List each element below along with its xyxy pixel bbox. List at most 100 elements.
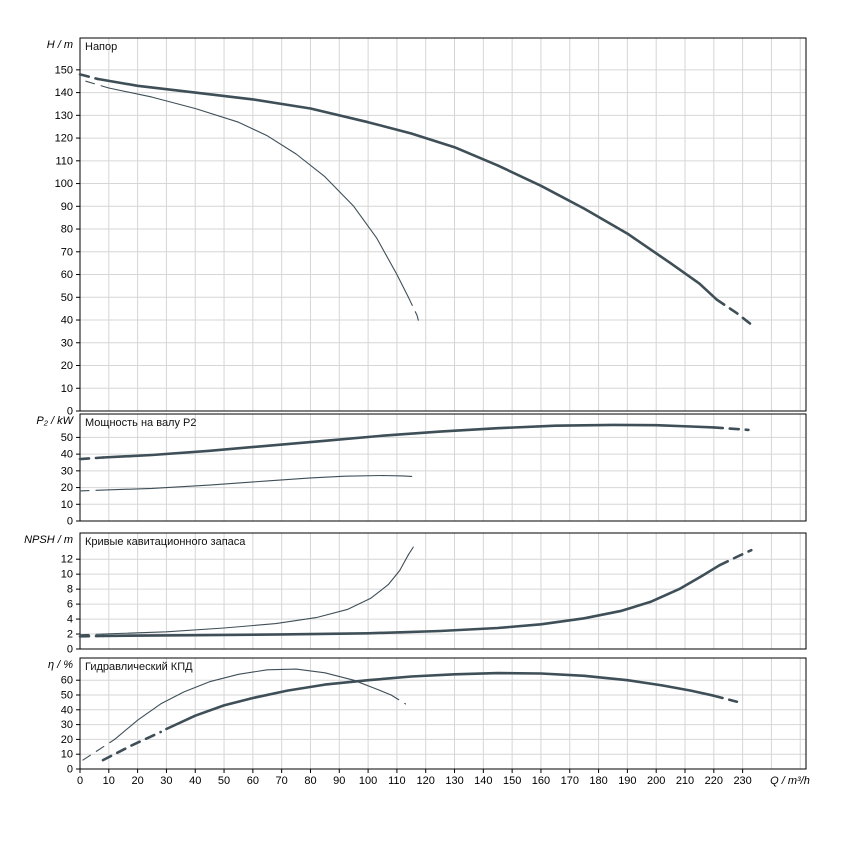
panel-npsh: 0 2 4 6 8 10 12 NPSH / m Кривые кавитационного з… — [24, 532, 807, 656]
curve-npsh-secondary — [102, 554, 409, 635]
y-tick-label: 30 — [61, 337, 73, 349]
x-tick-label: 170 — [561, 775, 579, 787]
x-tick-label: 160 — [532, 775, 550, 787]
x-tick-label: 120 — [417, 775, 435, 787]
curve-efficiency-secondary-extrapolated — [82, 738, 116, 761]
x-tick-label: 180 — [589, 775, 607, 787]
x-tick-label: 10 — [103, 775, 115, 787]
y-tick-label: 40 — [61, 704, 73, 716]
y-tick-label: 100 — [55, 178, 73, 190]
y-axis-unit-label: NPSH / m — [24, 534, 73, 546]
x-tick-label: 230 — [733, 775, 751, 787]
panel-border — [79, 37, 807, 412]
y-tick-label: 12 — [61, 554, 73, 566]
panel-border — [79, 532, 807, 650]
x-tick-label: 110 — [388, 775, 406, 787]
curve-efficiency-primary-extrapolated — [712, 694, 739, 703]
y-tick-label: 0 — [67, 516, 73, 528]
x-tick-label: 190 — [618, 775, 636, 787]
y-tick-label: 120 — [55, 133, 73, 145]
y-tick-label: 0 — [67, 764, 73, 776]
curve-power-secondary-extrapolated — [79, 489, 104, 492]
x-tick-label: 30 — [160, 775, 172, 787]
curve-head-secondary — [108, 87, 409, 298]
y-tick-label: 60 — [61, 675, 73, 687]
y-tick-label: 8 — [67, 584, 73, 596]
x-tick-label: 140 — [474, 775, 492, 787]
panel-title: Гидравлический КПД — [85, 661, 193, 673]
y-axis-unit-label: η / % — [48, 659, 73, 671]
x-tick-label: 20 — [131, 775, 143, 787]
y-tick-label: 50 — [61, 292, 73, 304]
y-tick-label: 0 — [67, 644, 73, 656]
y-tick-label: 50 — [61, 432, 73, 444]
curve-power-secondary — [102, 474, 404, 491]
curve-power-primary — [101, 423, 716, 459]
y-tick-label: 140 — [55, 87, 73, 99]
curve-efficiency-secondary — [114, 668, 392, 740]
curve-power-primary-extrapolated — [78, 456, 105, 461]
y-tick-label: 130 — [55, 110, 73, 122]
panel-border — [79, 657, 807, 770]
curve-efficiency-primary-extrapolated — [101, 730, 162, 762]
y-tick-label: 30 — [61, 465, 73, 477]
y-tick-label: 40 — [61, 315, 73, 327]
curve-head-secondary-extrapolated — [85, 80, 110, 89]
y-tick-label: 90 — [61, 201, 73, 213]
y-tick-label: 70 — [61, 246, 73, 258]
y-tick-label: 20 — [61, 360, 73, 372]
y-tick-label: 10 — [61, 499, 73, 511]
y-tick-label: 10 — [61, 569, 73, 581]
y-tick-label: 20 — [61, 482, 73, 494]
x-tick-label: 0 — [77, 775, 83, 787]
panel-title: Кривые кавитационного запаса — [85, 536, 246, 548]
y-tick-label: 6 — [67, 599, 73, 611]
curve-npsh-primary — [101, 563, 721, 638]
curve-power-primary-extrapolated — [712, 426, 750, 432]
y-tick-label: 110 — [55, 155, 73, 167]
x-tick-label: 90 — [333, 775, 345, 787]
y-tick-label: 20 — [61, 734, 73, 746]
x-tick-label: 150 — [503, 775, 521, 787]
curve-efficiency-secondary-extrapolated — [390, 694, 407, 705]
y-tick-label: 50 — [61, 690, 73, 702]
curve-npsh-secondary-extrapolated — [79, 633, 104, 636]
y-tick-label: 60 — [61, 269, 73, 281]
panel-power: 0 10 20 30 40 50 P₂ / kW Мощность на валу P2 — [36, 413, 807, 528]
panel-title: Напор — [85, 41, 117, 53]
curve-power-secondary-extrapolated — [402, 475, 418, 478]
y-tick-label: 0 — [67, 406, 73, 418]
curve-head-primary-extrapolated — [78, 73, 99, 81]
y-tick-label: 10 — [61, 749, 73, 761]
panel-efficiency: 0 10 20 30 40 50 60 η / % Гидравлический КПД — [48, 657, 807, 776]
x-tick-label: 40 — [189, 775, 201, 787]
x-axis-unit-label: Q / m³/h — [770, 775, 810, 787]
curve-head-primary-extrapolated — [715, 298, 756, 329]
y-axis-unit-label: P₂ / kW — [36, 415, 74, 427]
curve-npsh-secondary-extrapolated — [407, 545, 415, 556]
panel-head: 0 10 20 30 40 50 60 70 80 90 100 110 120 130 140 150 H /… — [47, 37, 807, 418]
y-tick-label: 80 — [61, 224, 73, 236]
curve-head-secondary-extrapolated — [407, 296, 421, 328]
x-tick-label: 210 — [676, 775, 694, 787]
curve-npsh-primary-extrapolated — [718, 548, 753, 567]
y-tick-label: 40 — [61, 449, 73, 461]
y-tick-label: 150 — [55, 64, 73, 76]
x-tick-label: 220 — [705, 775, 723, 787]
x-tick-label: 100 — [359, 775, 377, 787]
x-tick-label: 70 — [276, 775, 288, 787]
x-tick-label: 130 — [445, 775, 463, 787]
x-tick-label: 60 — [247, 775, 259, 787]
curve-head-primary — [96, 77, 718, 301]
y-axis-unit-label: H / m — [47, 39, 73, 51]
panel-border — [79, 413, 807, 522]
y-tick-label: 10 — [61, 383, 73, 395]
x-tick-label: 50 — [218, 775, 230, 787]
y-tick-label: 4 — [67, 614, 73, 626]
y-tick-label: 2 — [67, 629, 73, 641]
x-tick-label: 80 — [304, 775, 316, 787]
y-tick-label: 30 — [61, 719, 73, 731]
panel-title: Мощность на валу P2 — [85, 417, 197, 429]
